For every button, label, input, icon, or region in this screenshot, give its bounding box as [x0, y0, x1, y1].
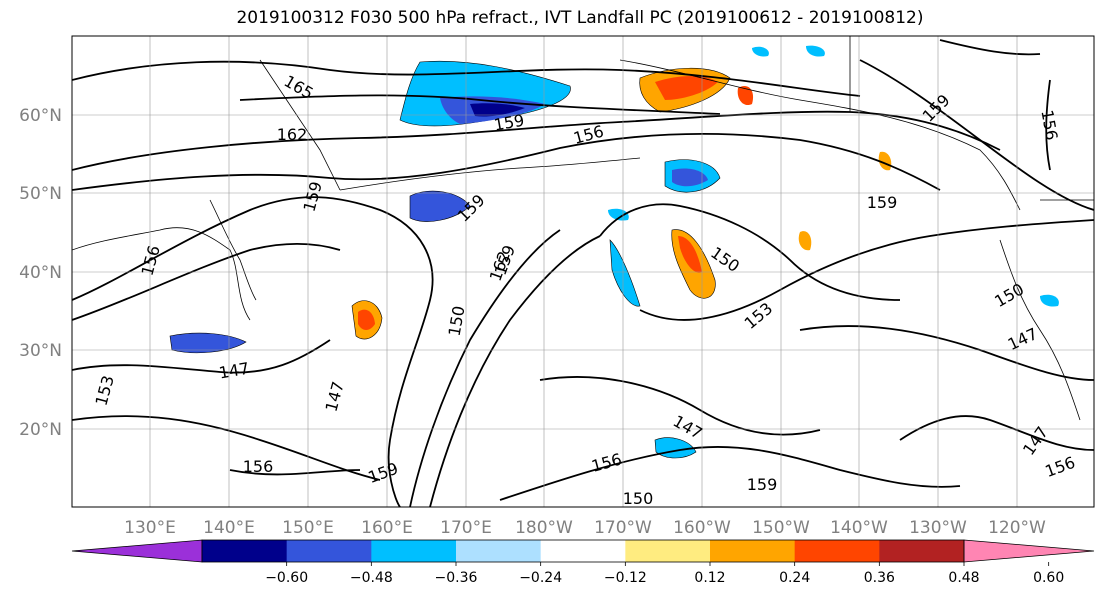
- lat-label: 40°N: [19, 263, 62, 283]
- shade-orange-small-2: [737, 85, 754, 106]
- colorbar-segment: [456, 540, 542, 562]
- contour-line: [939, 39, 1041, 56]
- coastline-alaska: [619, 59, 1021, 211]
- map-title: 2019100312 F030 500 hPa refract., IVT La…: [236, 8, 924, 28]
- coastline-asia: [72, 227, 251, 321]
- coastline-north-america: [999, 239, 1081, 421]
- contour-line: [859, 59, 1094, 211]
- longitude-labels: 130°E 140°E 150°E 160°E 170°E 180°W 170°W 160°W…: [124, 518, 1046, 538]
- contour-line: [639, 219, 1094, 321]
- colorbar-tick-label: 0.36: [864, 570, 895, 586]
- lon-label: 150°W: [752, 518, 810, 538]
- shading-layer: [169, 45, 1059, 459]
- colorbar-tick-label: 0.12: [694, 570, 725, 586]
- colorbar-segment: [540, 540, 626, 562]
- colorbar-segment: [710, 540, 796, 562]
- coastline-aleutians: [339, 157, 641, 191]
- contour-line: [72, 196, 434, 507]
- lat-label: 60°N: [19, 106, 62, 126]
- lon-label: 170°W: [594, 518, 652, 538]
- lon-label: 160°E: [361, 518, 413, 538]
- latitude-labels: 60°N 50°N 40°N 30°N 20°N: [19, 106, 62, 440]
- shade-navy-north: [470, 103, 525, 117]
- coastline-japan: [209, 199, 257, 301]
- colorbar-tick-label: 0.24: [779, 570, 810, 586]
- shade-blue-strip: [609, 239, 641, 307]
- lon-label: 150°E: [282, 518, 334, 538]
- shade-blue-small-4: [1040, 294, 1059, 307]
- lon-label: 180°W: [515, 518, 573, 538]
- colorbar: −0.60 −0.48 −0.36 −0.24 −0.12 0.12 0.24 0.36 0.4…: [71, 539, 1095, 586]
- colorbar-segment: [371, 540, 457, 562]
- contour-label: 156: [243, 457, 274, 476]
- colorbar-segment: [794, 540, 880, 562]
- lon-label: 130°E: [124, 518, 176, 538]
- colorbar-tick-label: −0.12: [604, 570, 647, 586]
- colorbar-tick-label: 0.48: [948, 570, 979, 586]
- colorbar-segment: [625, 540, 711, 562]
- contour-label: 159: [747, 475, 778, 494]
- map-frame: [71, 35, 1095, 508]
- colorbar-extend-high: [963, 539, 1095, 563]
- shade-orange-small-3: [798, 231, 812, 251]
- lon-label: 120°W: [988, 518, 1046, 538]
- colorbar-segment: [202, 540, 288, 562]
- shade-blue-small-3: [608, 208, 629, 221]
- lat-label: 20°N: [19, 420, 62, 440]
- contour-line: [539, 376, 821, 436]
- shade-blue-west: [409, 190, 471, 222]
- colorbar-tick-label: −0.24: [519, 570, 562, 586]
- shade-red-south: [358, 309, 375, 330]
- contour-line: [1045, 79, 1051, 171]
- lon-label: 140°W: [830, 518, 888, 538]
- shade-blue-southwest: [169, 332, 247, 354]
- colorbar-tick-label: −0.36: [435, 570, 478, 586]
- shade-blue-small-2: [806, 45, 825, 57]
- lat-label: 50°N: [19, 184, 62, 204]
- colorbar-tick-label: −0.60: [265, 570, 308, 586]
- gridlines: [72, 36, 1094, 507]
- contour-line: [72, 133, 941, 191]
- contour-line: [72, 339, 331, 374]
- shade-darkblue-mid: [672, 168, 708, 187]
- lon-label: 140°E: [203, 518, 255, 538]
- contour-line: [899, 415, 1094, 451]
- colorbar-segment: [286, 540, 372, 562]
- shade-blue-small-1: [752, 46, 769, 57]
- colorbar-tick-label: −0.48: [350, 570, 393, 586]
- contour-label: 162: [277, 125, 308, 144]
- contour-label: 150: [623, 489, 654, 508]
- colorbar-segment: [879, 540, 965, 562]
- coastline-layer: [72, 36, 1094, 421]
- contour-label: 159: [867, 193, 898, 212]
- contour-line: [499, 445, 961, 501]
- lon-label: 160°W: [673, 518, 731, 538]
- coastline-kamchatka: [259, 59, 341, 191]
- contour-line: [72, 60, 861, 97]
- colorbar-frame: [201, 539, 965, 563]
- lat-label: 30°N: [19, 341, 62, 361]
- contour-line: [229, 469, 361, 476]
- contour-line: [429, 235, 601, 507]
- colorbar-extend-low: [71, 539, 203, 563]
- contour-layer: [72, 39, 1094, 507]
- contour-line: [72, 415, 381, 481]
- shade-red-east: [678, 236, 702, 273]
- lon-label: 170°E: [440, 518, 492, 538]
- lon-label: 130°W: [909, 518, 967, 538]
- colorbar-tick-label: 0.60: [1033, 570, 1064, 586]
- contour-line: [799, 325, 1094, 381]
- contour-line: [239, 94, 721, 115]
- contour-line: [409, 229, 561, 507]
- contour-line: [599, 203, 901, 301]
